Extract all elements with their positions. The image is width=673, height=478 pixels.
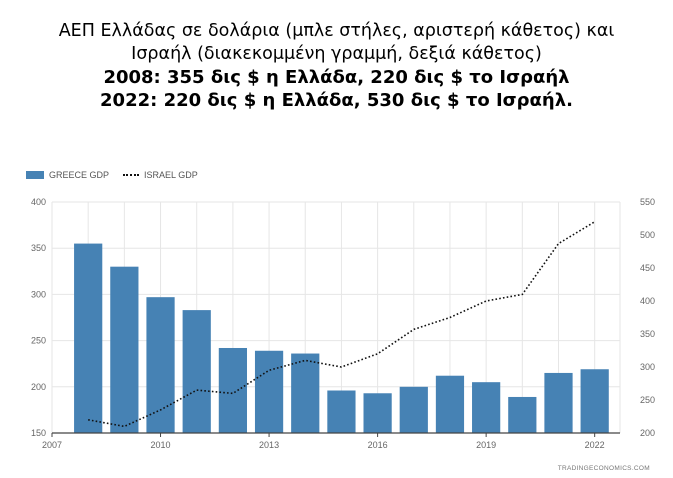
greece-legend-label: GREECE GDP — [49, 170, 110, 180]
israel-legend-swatch — [123, 174, 140, 176]
greece-bar-2022 — [580, 369, 609, 433]
source-credit: TRADINGECONOMICS.COM — [558, 465, 650, 472]
y-right-tick-label: 250 — [640, 395, 655, 405]
greece-bar-2015 — [327, 390, 356, 433]
chart-caption: ΑΕΠ Ελλάδας σε δολάρια (μπλε στήλες, αρι… — [0, 20, 673, 112]
x-tick-label: 2022 — [585, 440, 605, 450]
y-right-tick-label: 200 — [640, 428, 655, 438]
greece-bar-2010 — [146, 297, 175, 433]
israel-legend-label: ISRAEL GDP — [144, 170, 198, 180]
y-left-tick-label: 150 — [31, 428, 46, 438]
x-tick-label: 2010 — [151, 440, 171, 450]
y-left-tick-label: 200 — [31, 382, 46, 392]
greece-bar-2016 — [363, 393, 392, 433]
greece-bar-2020 — [508, 396, 537, 433]
y-left-tick-label: 350 — [31, 243, 46, 253]
y-left-tick-label: 400 — [31, 197, 46, 207]
caption-line-2: Ισραήλ (διακεκομμένη γραμμή, δεξιά κάθετ… — [131, 44, 542, 64]
x-tick-label: 2007 — [42, 440, 62, 450]
x-tick-label: 2016 — [368, 440, 388, 450]
y-left-tick-label: 250 — [31, 336, 46, 346]
greece-bar-2009 — [110, 266, 139, 433]
greece-bar-2013 — [254, 350, 284, 433]
y-right-tick-label: 400 — [640, 296, 655, 306]
y-left-tick-label: 300 — [31, 289, 46, 299]
x-tick-label: 2019 — [476, 440, 496, 450]
israel-line-group — [88, 221, 596, 428]
greece-bar-2011 — [182, 310, 211, 433]
greece-bar-2012 — [218, 347, 248, 433]
caption-line-1: ΑΕΠ Ελλάδας σε δολάρια (μπλε στήλες, αρι… — [58, 21, 615, 41]
caption-line-4: 2022: 220 δις $ η Ελλάδα, 530 δις $ το Ι… — [100, 90, 573, 111]
greece-legend-swatch — [26, 171, 44, 179]
caption-line-3: 2008: 355 δις $ η Ελλάδα, 220 δις $ το Ι… — [103, 67, 570, 88]
y-right-tick-label: 500 — [640, 230, 655, 240]
axes: 150 200 250 300 350 400 200 250 300 350 400 450 500 5… — [31, 197, 655, 450]
y-right-tick-label: 450 — [640, 263, 655, 273]
greece-bar-2021 — [544, 372, 573, 433]
chart-legend: GREECE GDP ISRAEL GDP — [26, 170, 198, 180]
greece-bar-2017 — [399, 386, 428, 433]
greece-bar-2018 — [435, 375, 465, 433]
greece-bar-2019 — [472, 382, 501, 433]
x-tick-label: 2013 — [259, 440, 279, 450]
greece-bar-2008 — [74, 243, 103, 433]
greece-bar-2014 — [291, 353, 320, 433]
y-right-tick-label: 350 — [640, 329, 655, 339]
y-right-tick-label: 300 — [640, 362, 655, 372]
y-right-tick-label: 550 — [640, 197, 655, 207]
